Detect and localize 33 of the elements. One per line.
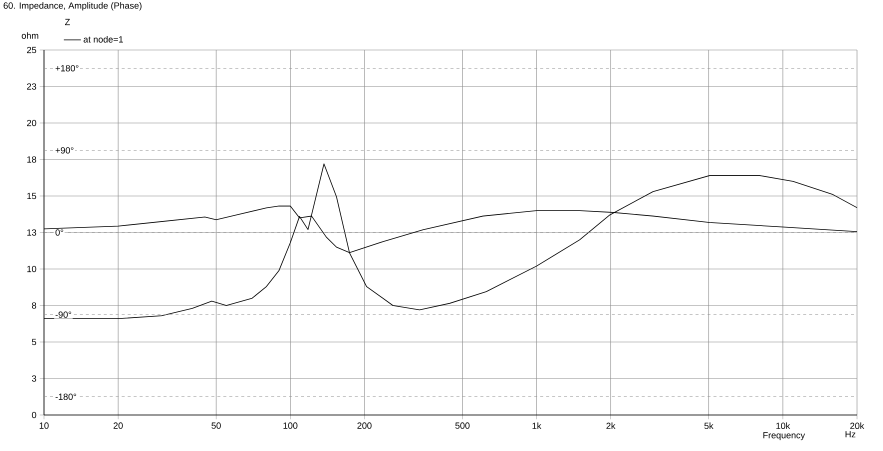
y2-tick-label: +180° xyxy=(56,65,78,72)
x-tick-label: 2k xyxy=(606,422,616,429)
legend-title: Z xyxy=(64,18,70,26)
y2-tick-label: +90° xyxy=(56,147,74,154)
y-tick-label: 8 xyxy=(32,302,36,309)
y-tick-label: 18 xyxy=(27,156,36,163)
y2-tick-label: -180° xyxy=(56,394,76,400)
x-tick-label: 50 xyxy=(212,422,221,429)
y2-tick-label: -90° xyxy=(56,311,72,318)
y-tick-label: 23 xyxy=(27,83,36,90)
y-tick-label: 13 xyxy=(27,229,36,236)
chart-title: 60. Impedance, Amplitude (Phase) xyxy=(4,2,142,11)
y2-tick-label: 0° xyxy=(56,229,64,236)
y-tick-label: 10 xyxy=(27,266,36,272)
x-tick-label: 500 xyxy=(455,422,470,429)
x-tick-label: 10 xyxy=(40,422,49,429)
y-tick-label: 20 xyxy=(27,120,36,126)
y-tick-label: 5 xyxy=(32,338,36,346)
x-tick-label: 5k xyxy=(704,422,714,430)
x-tick-label: 200 xyxy=(357,422,372,429)
y-tick-label: 15 xyxy=(27,192,36,200)
y-tick-label: 0 xyxy=(32,412,36,418)
x-tick-label: 1k xyxy=(532,422,542,429)
x-tick-label: 20 xyxy=(114,422,123,429)
x-tick-label: 100 xyxy=(284,422,298,429)
y-axis-title: ohm xyxy=(22,32,38,39)
y-tick-label: 3 xyxy=(32,375,36,382)
legend-label: at node=1 xyxy=(84,36,123,43)
x-tick-label: 20k xyxy=(850,422,864,430)
x-axis-title: Frequency xyxy=(763,432,806,440)
text: Hz xyxy=(846,431,856,438)
y-tick-label: 25 xyxy=(27,46,36,54)
x-tick-label: 10k xyxy=(776,422,790,430)
